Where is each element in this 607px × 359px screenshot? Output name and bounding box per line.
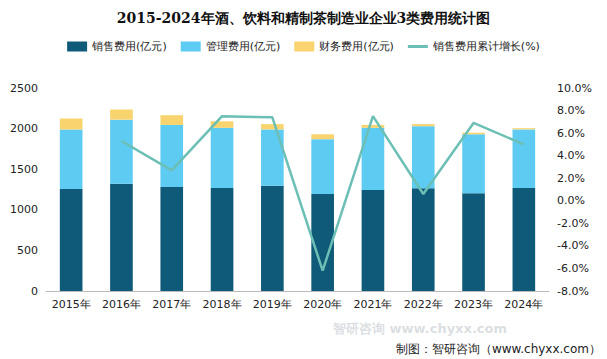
svg-text:2015年: 2015年 [52,298,91,311]
svg-text:财务费用(亿元): 财务费用(亿元) [319,40,394,53]
svg-text:-4.0%: -4.0% [557,239,589,252]
svg-text:1000: 1000 [10,203,38,216]
svg-text:2015-2024年酒、饮料和精制茶制造业企业3类费用统计图: 2015-2024年酒、饮料和精制茶制造业企业3类费用统计图 [117,10,490,26]
svg-text:2018年: 2018年 [203,298,242,311]
svg-text:销售费用累计增长(%): 销售费用累计增长(%) [432,40,540,53]
svg-text:2020年: 2020年 [303,298,342,311]
svg-text:智研咨询 www.chyxx.com: 智研咨询 www.chyxx.com [332,321,507,336]
svg-text:1500: 1500 [10,163,38,176]
svg-text:2.0%: 2.0% [557,172,585,185]
svg-text:-6.0%: -6.0% [557,262,589,275]
svg-text:2019年: 2019年 [253,298,292,311]
svg-text:2500: 2500 [10,82,38,95]
svg-text:0.0%: 0.0% [557,194,585,207]
svg-text:-2.0%: -2.0% [557,217,589,230]
svg-text:2017年: 2017年 [152,298,191,311]
svg-text:6.0%: 6.0% [557,127,585,140]
svg-text:2000: 2000 [10,122,38,135]
svg-text:销售费用(亿元): 销售费用(亿元) [91,40,167,53]
svg-text:10.0%: 10.0% [557,82,592,95]
svg-text:2023年: 2023年 [454,298,493,311]
svg-text:2021年: 2021年 [353,298,392,311]
svg-text:0: 0 [31,285,38,298]
svg-text:2024年: 2024年 [504,298,543,311]
svg-text:8.0%: 8.0% [557,104,585,117]
svg-text:制图：智研咨询（www.chyxx.com）: 制图：智研咨询（www.chyxx.com） [396,342,601,356]
svg-text:2016年: 2016年 [102,298,141,311]
svg-text:2022年: 2022年 [404,298,443,311]
svg-text:4.0%: 4.0% [557,149,585,162]
svg-text:-8.0%: -8.0% [557,285,589,298]
svg-text:管理费用(亿元): 管理费用(亿元) [206,40,281,53]
svg-text:500: 500 [17,244,38,257]
